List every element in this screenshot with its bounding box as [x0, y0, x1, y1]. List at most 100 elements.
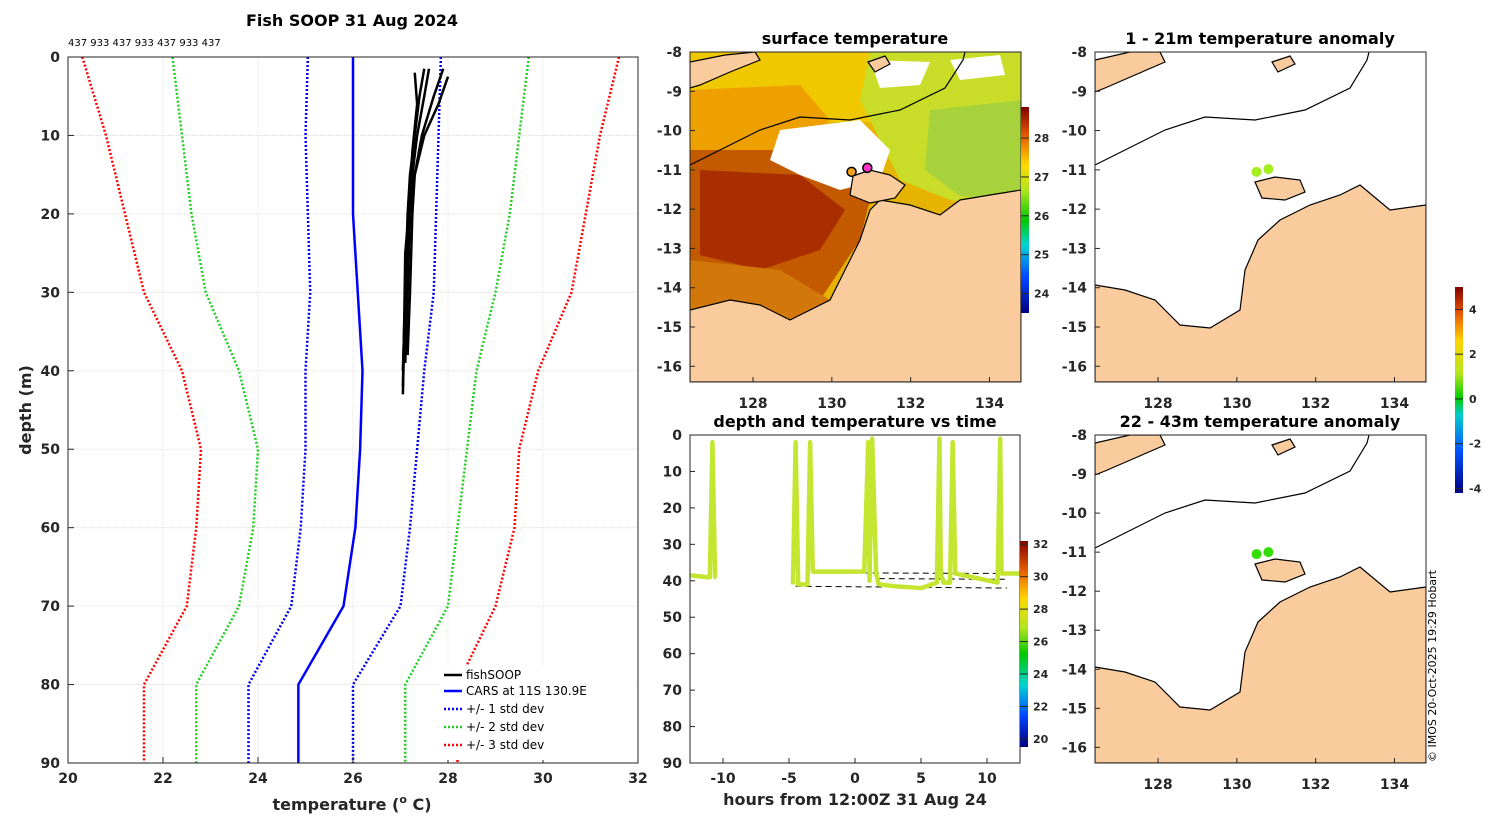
anomaly1-land-south [1095, 184, 1426, 382]
sst-cloud-gap [770, 120, 890, 190]
anomaly2-ticks: 128 130 132 134 -8 -9 -10 -11 -12 -13 -14 -15 -16 [1062, 428, 1410, 793]
sst-colorbar [1021, 107, 1029, 313]
profile-ytick-label: 60 [41, 521, 61, 537]
anomaly2-map [1095, 435, 1426, 763]
fishsoop-profile-4 [401, 72, 419, 387]
anomaly2-ytick-label: -16 [1062, 740, 1087, 756]
profile-series-6 [456, 56, 621, 763]
profile-xtick-label: 30 [533, 771, 553, 787]
anomaly1-map [1095, 52, 1426, 382]
anomaly2-xtick-label: 132 [1301, 777, 1330, 793]
timeseries-xtick-label: -5 [781, 771, 797, 787]
timeseries-cbar-tick-label: 32 [1033, 538, 1048, 551]
timeseries-ytick-label: 50 [663, 610, 683, 626]
anomaly2-axes-box [1094, 434, 1427, 764]
profile-xtick-label: 28 [438, 771, 457, 787]
sst-ytick-label: -11 [657, 163, 682, 179]
timeseries-axes-box [689, 434, 1021, 764]
sst-xtick-label: 130 [817, 396, 846, 412]
timeseries-xlabel: hours from 12:00Z 31 Aug 24 [723, 790, 987, 809]
anomaly1-point-1 [1263, 164, 1274, 175]
timeseries-cbar-tick-label: 28 [1033, 603, 1048, 616]
profile-id-row: 437 933 437 933 437 933 437 [68, 38, 221, 49]
anomaly1-point-0 [1251, 166, 1262, 177]
sst-ytick-label: -9 [666, 84, 682, 100]
sst-ytick-label: -10 [657, 124, 683, 140]
anomaly1-ytick-label: -9 [1071, 84, 1087, 100]
sst-ticks: 128 130 132 134 -8 -9 -10 -11 -12 -13 -14 -15 -16 [657, 45, 1005, 412]
timeseries-trace-0 [690, 440, 718, 580]
anomaly2-ytick-label: -14 [1062, 662, 1088, 678]
sst-ytick-label: -15 [657, 320, 682, 336]
profile-ytick-label: 30 [41, 285, 61, 301]
timeseries-lines [690, 436, 1020, 591]
anomaly1-land-island [1254, 176, 1306, 201]
timeseries-title: depth and temperature vs time [713, 412, 996, 431]
anomaly1-ytick-label: -8 [1071, 45, 1087, 61]
anomaly1-ytick-label: -13 [1062, 241, 1087, 257]
sst-markers [846, 162, 873, 178]
sst-land-small-island [867, 55, 891, 73]
anomaly2-points [1251, 547, 1274, 560]
sst-land-timor [690, 52, 761, 89]
anomaly2-land-small-island [1271, 438, 1296, 456]
sst-ytick-label: -14 [657, 281, 683, 297]
anomaly1-title: 1 - 21m temperature anomaly [1125, 29, 1395, 48]
timeseries-xtick-label: -10 [710, 771, 736, 787]
anomaly2-ytick-label: -15 [1062, 701, 1087, 717]
anomaly1-xtick-label: 130 [1222, 396, 1251, 412]
timeseries-ytick-label: 30 [663, 537, 683, 553]
sst-title: surface temperature [762, 29, 949, 48]
timeseries-ticks: -10 -5 0 5 10 0 10 20 30 40 50 60 70 80 90 [663, 428, 997, 787]
legend-label-std1: +/- 1 std dev [466, 702, 544, 716]
anomaly1-ytick-label: -14 [1062, 281, 1088, 297]
anomaly-cbar-tick-label: 2 [1469, 348, 1477, 361]
sst-cloud-gap-3 [950, 55, 1005, 80]
anomaly-cbar-tick-label: 0 [1469, 393, 1477, 406]
sst-land-island [849, 169, 906, 204]
profile-ytick-label: 70 [41, 599, 61, 615]
anomaly-panel-deep: 22 - 43m temperature anomaly 128 130 132 13… [1062, 287, 1482, 793]
profile-series-1 [247, 56, 312, 763]
anomaly1-isobath [1095, 52, 1370, 166]
profile-ytick-label: 0 [50, 50, 60, 66]
profile-lines [81, 56, 621, 763]
timeseries-colorbar-ticks: 20 22 24 26 28 30 32 [1020, 538, 1049, 746]
anomaly-cbar-tick-label: 4 [1469, 303, 1477, 316]
legend-label-fishsoop: fishSOOP [466, 668, 521, 682]
timeseries-ytick-label: 70 [663, 683, 683, 699]
anomaly1-ytick-label: -12 [1062, 202, 1087, 218]
sst-marker-1 [862, 162, 873, 174]
timeseries-xtick-label: 5 [916, 771, 926, 787]
legend-label-std2: +/- 2 std dev [466, 720, 544, 734]
legend-label-std3: +/- 3 std dev [466, 738, 544, 752]
sst-ytick-label: -8 [666, 45, 682, 61]
sst-ytick-label: -12 [657, 202, 682, 218]
legend-box [440, 666, 636, 760]
timeseries-ytick-label: 0 [672, 428, 682, 444]
profile-xtick-label: 22 [153, 771, 172, 787]
anomaly2-ytick-label: -11 [1062, 545, 1087, 561]
sst-cbar-tick-label: 27 [1034, 171, 1049, 184]
timeseries-ytick-label: 80 [663, 720, 683, 736]
timeseries-cbar-tick-label: 26 [1033, 636, 1049, 649]
profile-xtick-label: 32 [628, 771, 647, 787]
timeseries-colorbar [1020, 541, 1028, 747]
profile-ytick-label: 80 [41, 678, 61, 694]
profile-ytick-label: 40 [41, 364, 61, 380]
profile-series-3 [171, 56, 260, 763]
anomaly1-points [1251, 164, 1274, 177]
timeseries-ytick-label: 20 [663, 501, 683, 517]
credit-text: © IMOS 20-Oct-2025 19:29 Hobart [1426, 569, 1439, 762]
timeseries-cbar-tick-label: 30 [1033, 571, 1049, 584]
anomaly1-land-small-island [1271, 55, 1296, 73]
sst-cbar-tick-label: 25 [1034, 249, 1049, 262]
sst-xtick-label: 134 [975, 396, 1004, 412]
anomaly2-xtick-label: 130 [1222, 777, 1251, 793]
profile-xlabel: temperature (o C) [272, 793, 431, 814]
anomaly-colorbar [1455, 287, 1463, 493]
sst-cbar-tick-label: 26 [1034, 210, 1050, 223]
profile-series-0 [297, 57, 364, 763]
anomaly2-point-0 [1251, 549, 1262, 560]
